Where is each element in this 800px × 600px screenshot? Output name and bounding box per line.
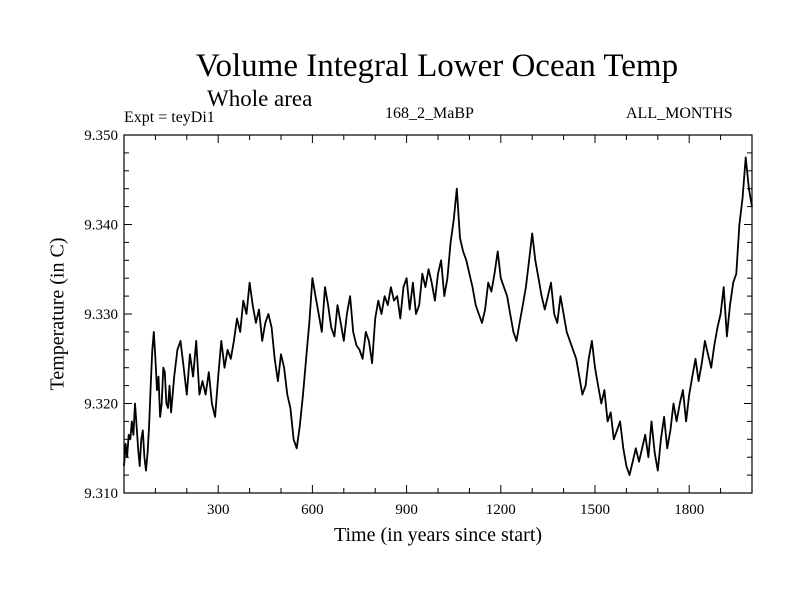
- period-label: 168_2_MaBP: [385, 105, 474, 122]
- y-tick-label: 9.340: [84, 218, 118, 234]
- axis-tick-labels: 300 600 900 1200 1500 1800 9.310 9.320 9.330 9.34…: [84, 128, 704, 518]
- x-tick-label: 900: [395, 502, 418, 518]
- x-tick-label: 1200: [486, 502, 516, 518]
- y-tick-label: 9.320: [84, 397, 118, 413]
- series-group: [123, 156, 753, 476]
- experiment-label: Expt = teyDi1: [124, 109, 215, 126]
- y-tick-label: 9.350: [84, 128, 118, 144]
- chart-title: Volume Integral Lower Ocean Temp: [195, 48, 679, 84]
- x-axis-label: Time (in years since start): [333, 524, 543, 546]
- axis-ticks: [124, 135, 752, 493]
- series-line-teyDi1: [123, 156, 753, 476]
- y-tick-label: 9.330: [84, 307, 118, 323]
- x-tick-label: 300: [207, 502, 230, 518]
- x-tick-label: 1500: [580, 502, 610, 518]
- x-tick-label: 1800: [674, 502, 704, 518]
- chart-subtitle: Whole area: [207, 86, 313, 111]
- x-tick-label: 600: [301, 502, 324, 518]
- y-tick-label: 9.310: [84, 486, 118, 502]
- months-label: ALL_MONTHS: [626, 105, 733, 122]
- plot-frame: [123, 134, 753, 494]
